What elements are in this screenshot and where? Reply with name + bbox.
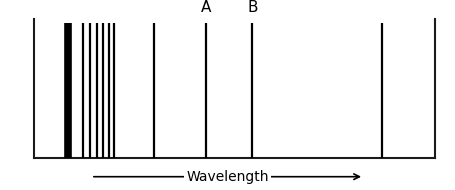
Text: Wavelength: Wavelength: [186, 170, 269, 184]
Text: B: B: [247, 0, 258, 15]
Text: A: A: [201, 0, 212, 15]
